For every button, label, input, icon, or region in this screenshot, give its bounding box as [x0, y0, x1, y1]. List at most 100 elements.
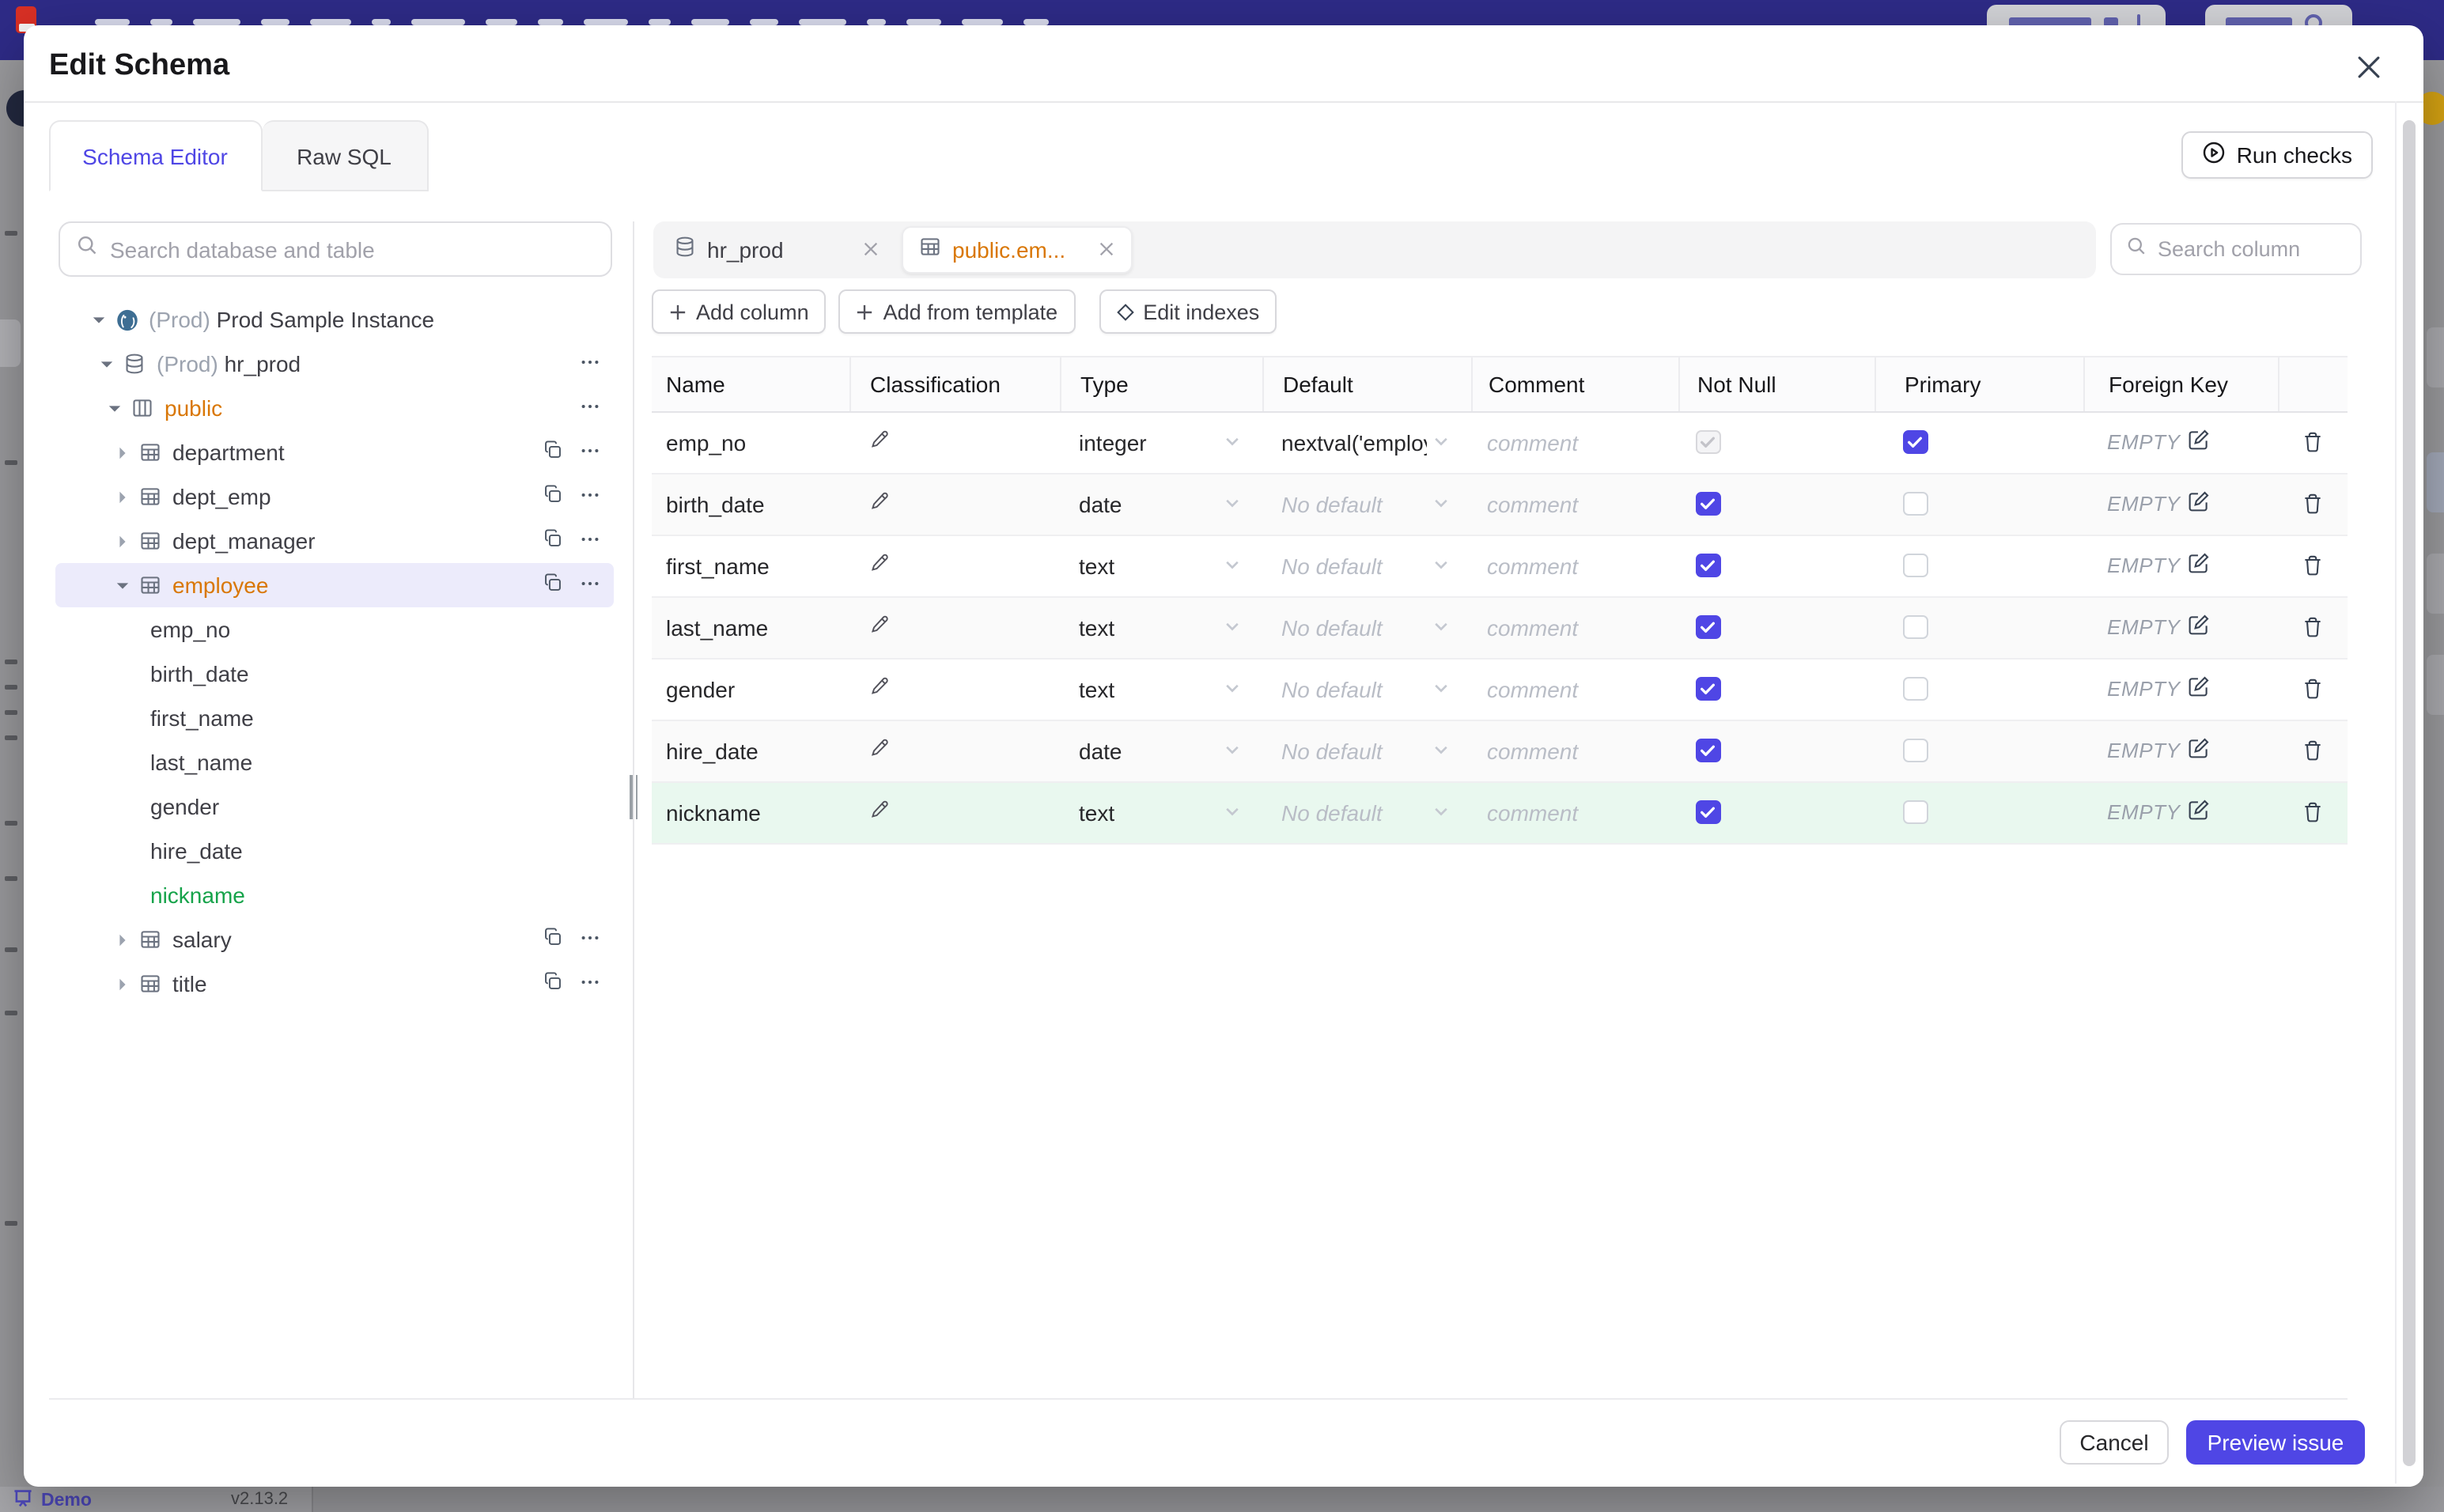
tree-item-department[interactable]: department [55, 430, 614, 474]
tree-item-emp_no[interactable]: emp_no [55, 607, 614, 652]
chevron-down-icon[interactable] [114, 578, 130, 592]
primary-checkbox[interactable] [1875, 553, 2083, 578]
column-name-input[interactable]: hire_date [666, 738, 759, 763]
column-search-input[interactable]: Search column [2110, 223, 2362, 275]
classification-edit[interactable] [849, 799, 1060, 826]
primary-checkbox[interactable] [1875, 676, 2083, 701]
classification-edit[interactable] [849, 429, 1060, 455]
not-null-checkbox[interactable] [1678, 491, 1875, 516]
table-tab-hr_prod[interactable]: hr_prod [658, 226, 895, 273]
checkbox-checked[interactable] [1696, 614, 1720, 640]
pencil-icon[interactable] [868, 429, 891, 455]
default-value[interactable]: nextval('employ [1281, 429, 1427, 455]
panel-resize-handle[interactable] [630, 221, 637, 1398]
type-select[interactable]: integer [1060, 429, 1262, 455]
column-name-input[interactable]: first_name [666, 553, 770, 578]
default-select[interactable]: No default [1262, 738, 1471, 763]
checkbox-unchecked[interactable] [1903, 491, 1928, 516]
tree-item-nickname[interactable]: nickname [55, 873, 614, 917]
classification-edit[interactable] [849, 614, 1060, 641]
pencil-icon[interactable] [868, 614, 891, 641]
table-tab-public-em-[interactable]: public.em... [902, 226, 1133, 273]
column-name-input[interactable]: birth_date [666, 491, 765, 516]
cancel-button[interactable]: Cancel [2060, 1420, 2169, 1465]
edit-icon[interactable] [2189, 429, 2211, 455]
not-null-checkbox[interactable] [1678, 676, 1875, 701]
tree-item-public[interactable]: public [55, 386, 614, 430]
default-select[interactable]: No default [1262, 553, 1471, 578]
not-null-checkbox[interactable] [1678, 429, 1875, 455]
default-placeholder[interactable]: No default [1281, 491, 1383, 516]
column-name-input[interactable]: emp_no [666, 429, 747, 455]
more-menu-icon[interactable] [579, 395, 601, 421]
chevron-right-icon[interactable] [114, 534, 130, 548]
column-name-input[interactable]: last_name [666, 614, 769, 640]
edit-icon[interactable] [2189, 675, 2211, 702]
close-icon[interactable] [2352, 51, 2384, 82]
tree-item-dept_emp[interactable]: dept_emp [55, 474, 614, 519]
default-placeholder[interactable]: No default [1281, 676, 1383, 701]
classification-edit[interactable] [849, 552, 1060, 579]
pencil-icon[interactable] [868, 799, 891, 826]
tab-schema-editor[interactable]: Schema Editor [48, 120, 262, 191]
tree-item-prod-sample-instance[interactable]: (Prod) Prod Sample Instance [55, 297, 614, 342]
more-menu-icon[interactable] [579, 970, 601, 997]
column-name-input[interactable]: gender [666, 676, 736, 701]
more-menu-icon[interactable] [579, 439, 601, 466]
edit-icon[interactable] [2189, 614, 2211, 641]
tree-item-dept_manager[interactable]: dept_manager [55, 519, 614, 563]
copy-icon[interactable] [543, 927, 563, 952]
delete-column-button[interactable] [2278, 430, 2348, 454]
tree-item-salary[interactable]: salary [55, 917, 614, 962]
checkbox-checked[interactable] [1696, 491, 1720, 516]
edit-icon[interactable] [2189, 552, 2211, 579]
default-select[interactable]: No default [1262, 799, 1471, 825]
tree-item-hr_prod[interactable]: (Prod) hr_prod [55, 342, 614, 386]
tree-item-birth_date[interactable]: birth_date [55, 652, 614, 696]
comment-input[interactable]: comment [1487, 738, 1579, 763]
comment-input[interactable]: comment [1487, 676, 1579, 701]
delete-column-button[interactable] [2278, 800, 2348, 824]
edit-icon[interactable] [2189, 737, 2211, 764]
edit-icon[interactable] [2189, 490, 2211, 517]
checkbox-checked[interactable] [1696, 553, 1720, 578]
copy-icon[interactable] [543, 440, 563, 465]
type-select[interactable]: text [1060, 676, 1262, 701]
run-checks-button[interactable]: Run checks [2181, 131, 2373, 179]
tree-item-title[interactable]: title [55, 962, 614, 1006]
tree-item-hire_date[interactable]: hire_date [55, 829, 614, 873]
foreign-key-cell[interactable]: EMPTY [2083, 737, 2278, 764]
close-icon[interactable] [862, 241, 880, 259]
comment-input[interactable]: comment [1487, 614, 1579, 640]
tree-item-employee[interactable]: employee [55, 563, 614, 607]
pencil-icon[interactable] [868, 552, 891, 579]
more-menu-icon[interactable] [579, 572, 601, 599]
pencil-icon[interactable] [868, 490, 891, 517]
not-null-checkbox[interactable] [1678, 799, 1875, 825]
foreign-key-cell[interactable]: EMPTY [2083, 429, 2278, 455]
add-from-template-button[interactable]: Add from template [838, 289, 1076, 334]
chevron-down-icon[interactable] [98, 357, 114, 371]
checkbox-unchecked[interactable] [1903, 614, 1928, 640]
more-menu-icon[interactable] [579, 483, 601, 510]
chevron-right-icon[interactable] [114, 490, 130, 504]
preview-issue-button[interactable]: Preview issue [2186, 1420, 2365, 1465]
default-placeholder[interactable]: No default [1281, 738, 1383, 763]
more-menu-icon[interactable] [579, 350, 601, 377]
tree-item-first_name[interactable]: first_name [55, 696, 614, 740]
chevron-right-icon[interactable] [114, 977, 130, 991]
chevron-right-icon[interactable] [114, 445, 130, 459]
edit-indexes-button[interactable]: Edit indexes [1099, 289, 1277, 334]
default-placeholder[interactable]: No default [1281, 799, 1383, 825]
not-null-checkbox[interactable] [1678, 614, 1875, 640]
chevron-right-icon[interactable] [114, 932, 130, 947]
type-select[interactable]: text [1060, 614, 1262, 640]
type-select[interactable]: date [1060, 738, 1262, 763]
more-menu-icon[interactable] [579, 926, 601, 953]
type-select[interactable]: text [1060, 553, 1262, 578]
column-name-input[interactable]: nickname [666, 799, 761, 825]
checkbox-checked[interactable] [1696, 676, 1720, 701]
primary-checkbox[interactable] [1875, 799, 2083, 825]
foreign-key-cell[interactable]: EMPTY [2083, 552, 2278, 579]
foreign-key-cell[interactable]: EMPTY [2083, 614, 2278, 641]
